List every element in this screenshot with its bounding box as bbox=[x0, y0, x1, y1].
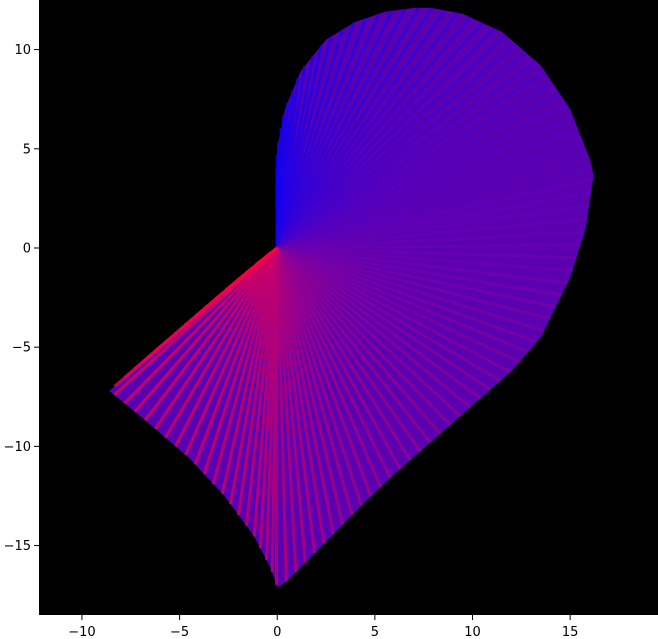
series-line bbox=[275, 247, 354, 516]
series-line bbox=[164, 247, 279, 439]
series-line bbox=[275, 247, 412, 461]
series-line bbox=[275, 22, 356, 249]
series-line bbox=[276, 246, 545, 333]
series-line bbox=[276, 246, 462, 418]
series-line bbox=[143, 247, 279, 422]
series-line bbox=[133, 246, 279, 413]
series-line bbox=[275, 247, 288, 582]
series-line bbox=[276, 81, 554, 250]
series-line bbox=[276, 246, 442, 435]
series-line bbox=[275, 247, 373, 497]
series-line bbox=[202, 247, 279, 475]
series-line bbox=[276, 246, 492, 391]
series-line bbox=[276, 247, 432, 444]
x-tick-label: 15 bbox=[562, 625, 579, 639]
series-line bbox=[276, 42, 517, 250]
series-line bbox=[276, 178, 594, 250]
series-line bbox=[276, 27, 496, 250]
series-line bbox=[277, 246, 577, 260]
series-line bbox=[275, 10, 394, 249]
series-line bbox=[275, 247, 335, 535]
series-line bbox=[193, 247, 279, 465]
series-line bbox=[275, 247, 363, 507]
series-line bbox=[276, 246, 529, 354]
series-line bbox=[154, 247, 279, 430]
series-line bbox=[276, 16, 472, 249]
series-line bbox=[277, 204, 590, 250]
x-tick-label: −10 bbox=[68, 625, 95, 639]
series-line bbox=[276, 34, 507, 250]
series-line bbox=[276, 191, 592, 250]
series-line bbox=[276, 9, 446, 249]
series-line bbox=[275, 247, 317, 554]
series-line bbox=[275, 8, 407, 249]
series-line bbox=[276, 246, 452, 426]
series-line bbox=[237, 247, 279, 516]
x-tick-label: −5 bbox=[170, 625, 189, 639]
series-line bbox=[276, 246, 520, 364]
series-line bbox=[276, 152, 589, 250]
series-line bbox=[184, 247, 279, 456]
series-line bbox=[276, 246, 562, 297]
y-tick-label: −10 bbox=[4, 440, 31, 455]
series-line bbox=[275, 247, 307, 563]
series-line bbox=[275, 13, 381, 249]
series-line bbox=[276, 60, 538, 250]
series-line bbox=[275, 247, 326, 544]
series-line bbox=[276, 21, 484, 249]
series-line bbox=[275, 17, 368, 249]
series-line bbox=[277, 246, 568, 285]
series-line bbox=[276, 51, 528, 250]
series-line bbox=[276, 246, 472, 409]
y-tick-label: −5 bbox=[12, 341, 31, 356]
x-tick-label: 10 bbox=[464, 625, 481, 639]
series-line bbox=[276, 246, 512, 374]
y-tick-label: 0 bbox=[23, 241, 31, 256]
series-line bbox=[220, 247, 279, 495]
series-line bbox=[229, 247, 279, 505]
series-line bbox=[275, 247, 345, 525]
axes: −10 −5 0 5 10 15 10 5 0 −5 −10 −15 bbox=[4, 43, 579, 639]
series-line bbox=[123, 246, 279, 405]
series-line bbox=[276, 247, 422, 453]
series-line bbox=[276, 12, 460, 249]
series-line bbox=[276, 127, 579, 250]
series-line bbox=[276, 246, 482, 400]
series-line bbox=[276, 92, 561, 250]
series-line bbox=[211, 247, 279, 485]
series-line bbox=[276, 246, 557, 309]
series-line bbox=[277, 246, 573, 272]
series-line bbox=[276, 70, 546, 250]
series-line bbox=[276, 140, 584, 250]
series-line bbox=[276, 246, 538, 344]
series-line bbox=[265, 246, 279, 258]
series-line bbox=[275, 247, 298, 573]
series-line bbox=[276, 246, 502, 383]
series-line bbox=[277, 243, 581, 250]
series-line bbox=[277, 230, 585, 250]
y-tick-label: 10 bbox=[14, 43, 31, 58]
series-line bbox=[174, 247, 279, 448]
series-line bbox=[244, 247, 279, 526]
series-line bbox=[276, 103, 568, 250]
series-line bbox=[275, 7, 420, 249]
series-line bbox=[276, 115, 574, 250]
series-line bbox=[275, 7, 433, 249]
series-line bbox=[276, 246, 551, 321]
series-line bbox=[275, 247, 383, 488]
x-tick-label: 5 bbox=[371, 625, 379, 639]
series-line bbox=[275, 247, 402, 470]
y-tick-label: −15 bbox=[4, 539, 31, 554]
y-tick-label: 5 bbox=[23, 142, 31, 157]
series-line bbox=[276, 165, 592, 250]
series-line bbox=[275, 247, 392, 479]
x-tick-label: 0 bbox=[273, 625, 281, 639]
series-group bbox=[109, 7, 594, 588]
series-line bbox=[277, 217, 588, 250]
